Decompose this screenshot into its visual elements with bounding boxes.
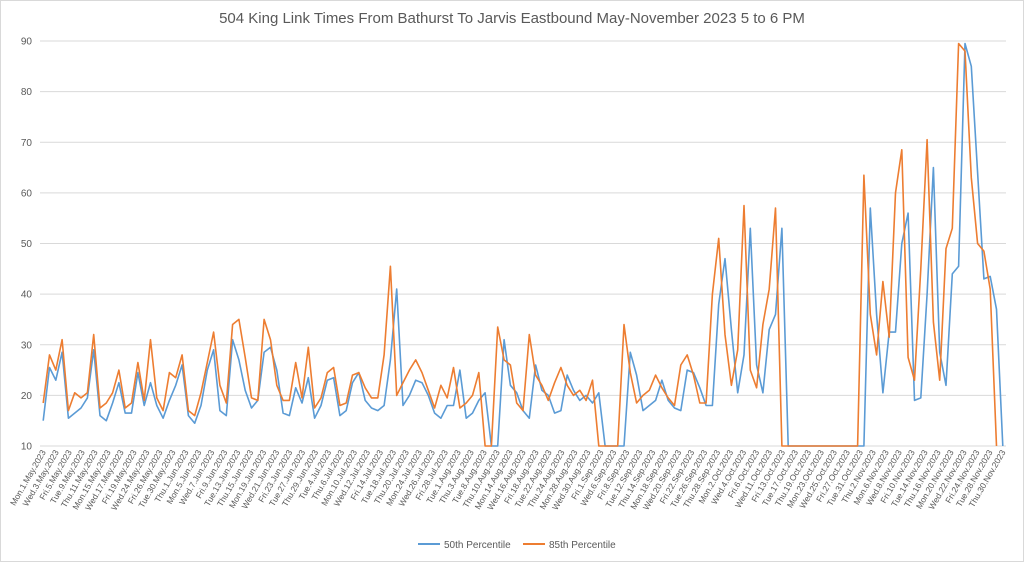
y-tick-label: 60 [21,188,33,199]
y-tick-label: 30 [21,340,33,351]
legend: 50th Percentile 85th Percentile [418,540,616,551]
legend-label-50th: 50th Percentile [444,540,511,551]
y-tick-label: 40 [21,290,33,301]
gridlines [40,40,1006,447]
y-tick-label: 70 [21,138,33,149]
series-line-85th-percentile [42,42,998,447]
y-tick-label: 10 [21,442,33,453]
y-tick-label: 20 [21,391,33,402]
y-tick-label: 50 [21,239,33,250]
chart-title: 504 King Link Times From Bathurst To Jar… [219,10,805,27]
series-lines [42,42,1004,447]
legend-label-85th: 85th Percentile [549,540,616,551]
x-axis-ticks: Mon.1.May.2023Wed.3.May.2023Fri.5.May.20… [8,448,1008,512]
y-axis-ticks: 10 20 30 40 50 60 70 80 90 [21,37,33,453]
y-tick-label: 80 [21,87,33,98]
y-tick-label: 90 [21,37,33,48]
